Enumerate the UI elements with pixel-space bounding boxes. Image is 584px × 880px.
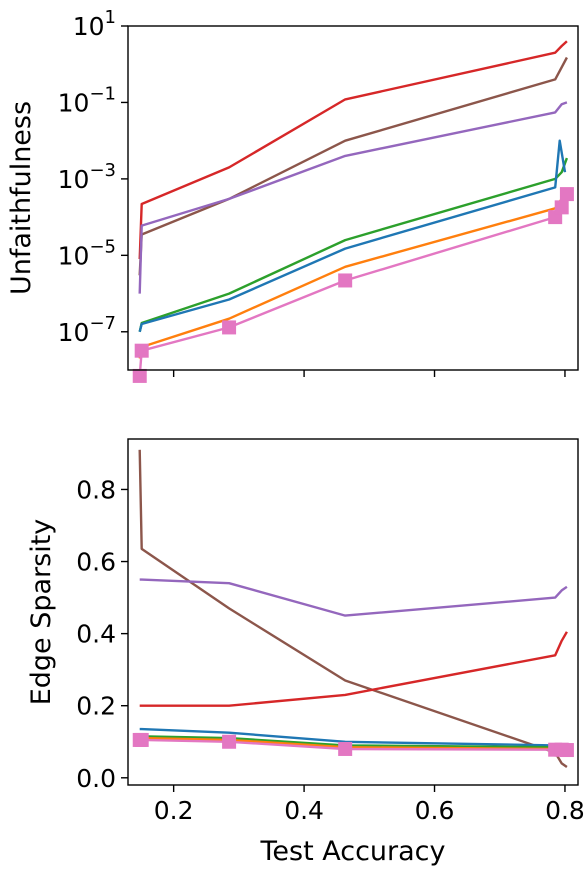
x-axis-label-test-accuracy: Test Accuracy xyxy=(259,836,445,867)
axes-frame xyxy=(127,438,579,786)
series-line-3 xyxy=(138,101,568,294)
y-tick-label: 10−7 xyxy=(58,313,116,347)
y-tick-label: 0.4 xyxy=(76,620,116,649)
panel-unfaithfulness: Unfaithfulness 10−7 10−5 10−3 10−1 101 xyxy=(6,7,579,383)
panel-edge-sparsity: Edge Sparsity Test Accuracy 0.2 0.4 0.6 0.8… xyxy=(26,438,584,867)
y-tick-label: 0.2 xyxy=(76,692,116,721)
data-point-marker xyxy=(134,732,149,747)
axes-frame xyxy=(127,25,579,371)
y-axis-label-edge-sparsity: Edge Sparsity xyxy=(26,519,57,706)
series-line-2 xyxy=(139,578,568,617)
y-tick-label: 10−3 xyxy=(58,160,116,194)
x-tick-label: 0.6 xyxy=(415,796,455,825)
x-tick-label: 0.4 xyxy=(284,796,324,825)
x-tick-label: 0.2 xyxy=(154,796,194,825)
y-tick-label: 10−5 xyxy=(58,236,116,270)
series-line-7 xyxy=(138,193,569,370)
data-point-marker xyxy=(554,200,569,215)
data-point-marker xyxy=(559,743,574,758)
data-point-marker xyxy=(222,320,237,335)
x-tick-label: 0.8 xyxy=(545,796,584,825)
data-point-marker xyxy=(338,741,353,756)
data-point-marker xyxy=(132,368,147,383)
y-tick-label: 0.0 xyxy=(76,764,116,793)
y-tick-label: 10−1 xyxy=(58,83,116,117)
y-tick-label: 0.8 xyxy=(76,475,116,504)
series-line-3 xyxy=(139,631,568,707)
series-line-5 xyxy=(138,139,567,333)
series-line-1 xyxy=(138,40,568,260)
series-line-1 xyxy=(138,449,568,768)
y-tick-label: 101 xyxy=(73,7,116,41)
data-point-marker xyxy=(338,273,353,288)
y-axis-label-unfaithfulness: Unfaithfulness xyxy=(6,101,37,295)
data-point-marker xyxy=(559,187,574,202)
series-line-2 xyxy=(138,56,568,276)
y-tick-label: 0.6 xyxy=(76,548,116,577)
data-point-marker xyxy=(134,343,149,358)
data-point-marker xyxy=(222,734,237,749)
